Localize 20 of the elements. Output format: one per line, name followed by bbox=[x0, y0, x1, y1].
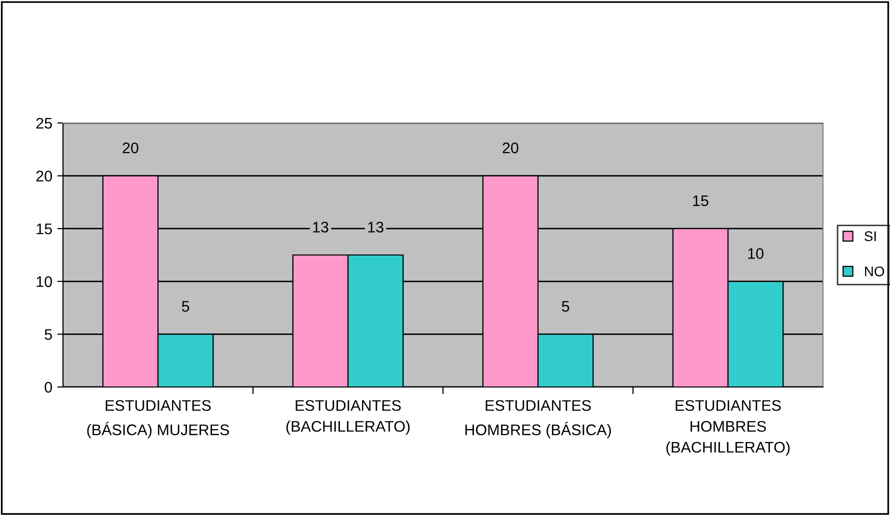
data-label: 10 bbox=[748, 248, 764, 259]
data-label: 13 bbox=[313, 222, 328, 233]
data-label: 5 bbox=[182, 301, 190, 312]
y-tick-label: 15 bbox=[36, 224, 52, 234]
x-tick-label: ESTUDIANTES (BÁSICA) MUJERES bbox=[87, 400, 230, 438]
y-tick-label: 0 bbox=[44, 382, 52, 393]
legend-label: NO bbox=[865, 266, 884, 276]
x-tick-label: ESTUDIANTES HOMBRES (BÁSICA) bbox=[465, 400, 611, 438]
y-tick-label: 25 bbox=[36, 118, 52, 129]
data-label: 5 bbox=[562, 301, 570, 312]
y-tick-label: 20 bbox=[36, 170, 52, 182]
data-label: 20 bbox=[502, 142, 518, 154]
x-tick-label: ESTUDIANTES (BACHILLERATO) bbox=[286, 400, 410, 435]
y-tick-label: 5 bbox=[44, 329, 52, 340]
y-tick-label: 10 bbox=[36, 276, 52, 288]
data-label: 15 bbox=[693, 195, 708, 206]
legend-label: SI bbox=[864, 231, 876, 242]
data-label: 13 bbox=[368, 222, 384, 233]
x-tick-label: ESTUDIANTES HOMBRES (BACHILLERATO) bbox=[666, 400, 790, 456]
data-label: 20 bbox=[122, 142, 138, 154]
